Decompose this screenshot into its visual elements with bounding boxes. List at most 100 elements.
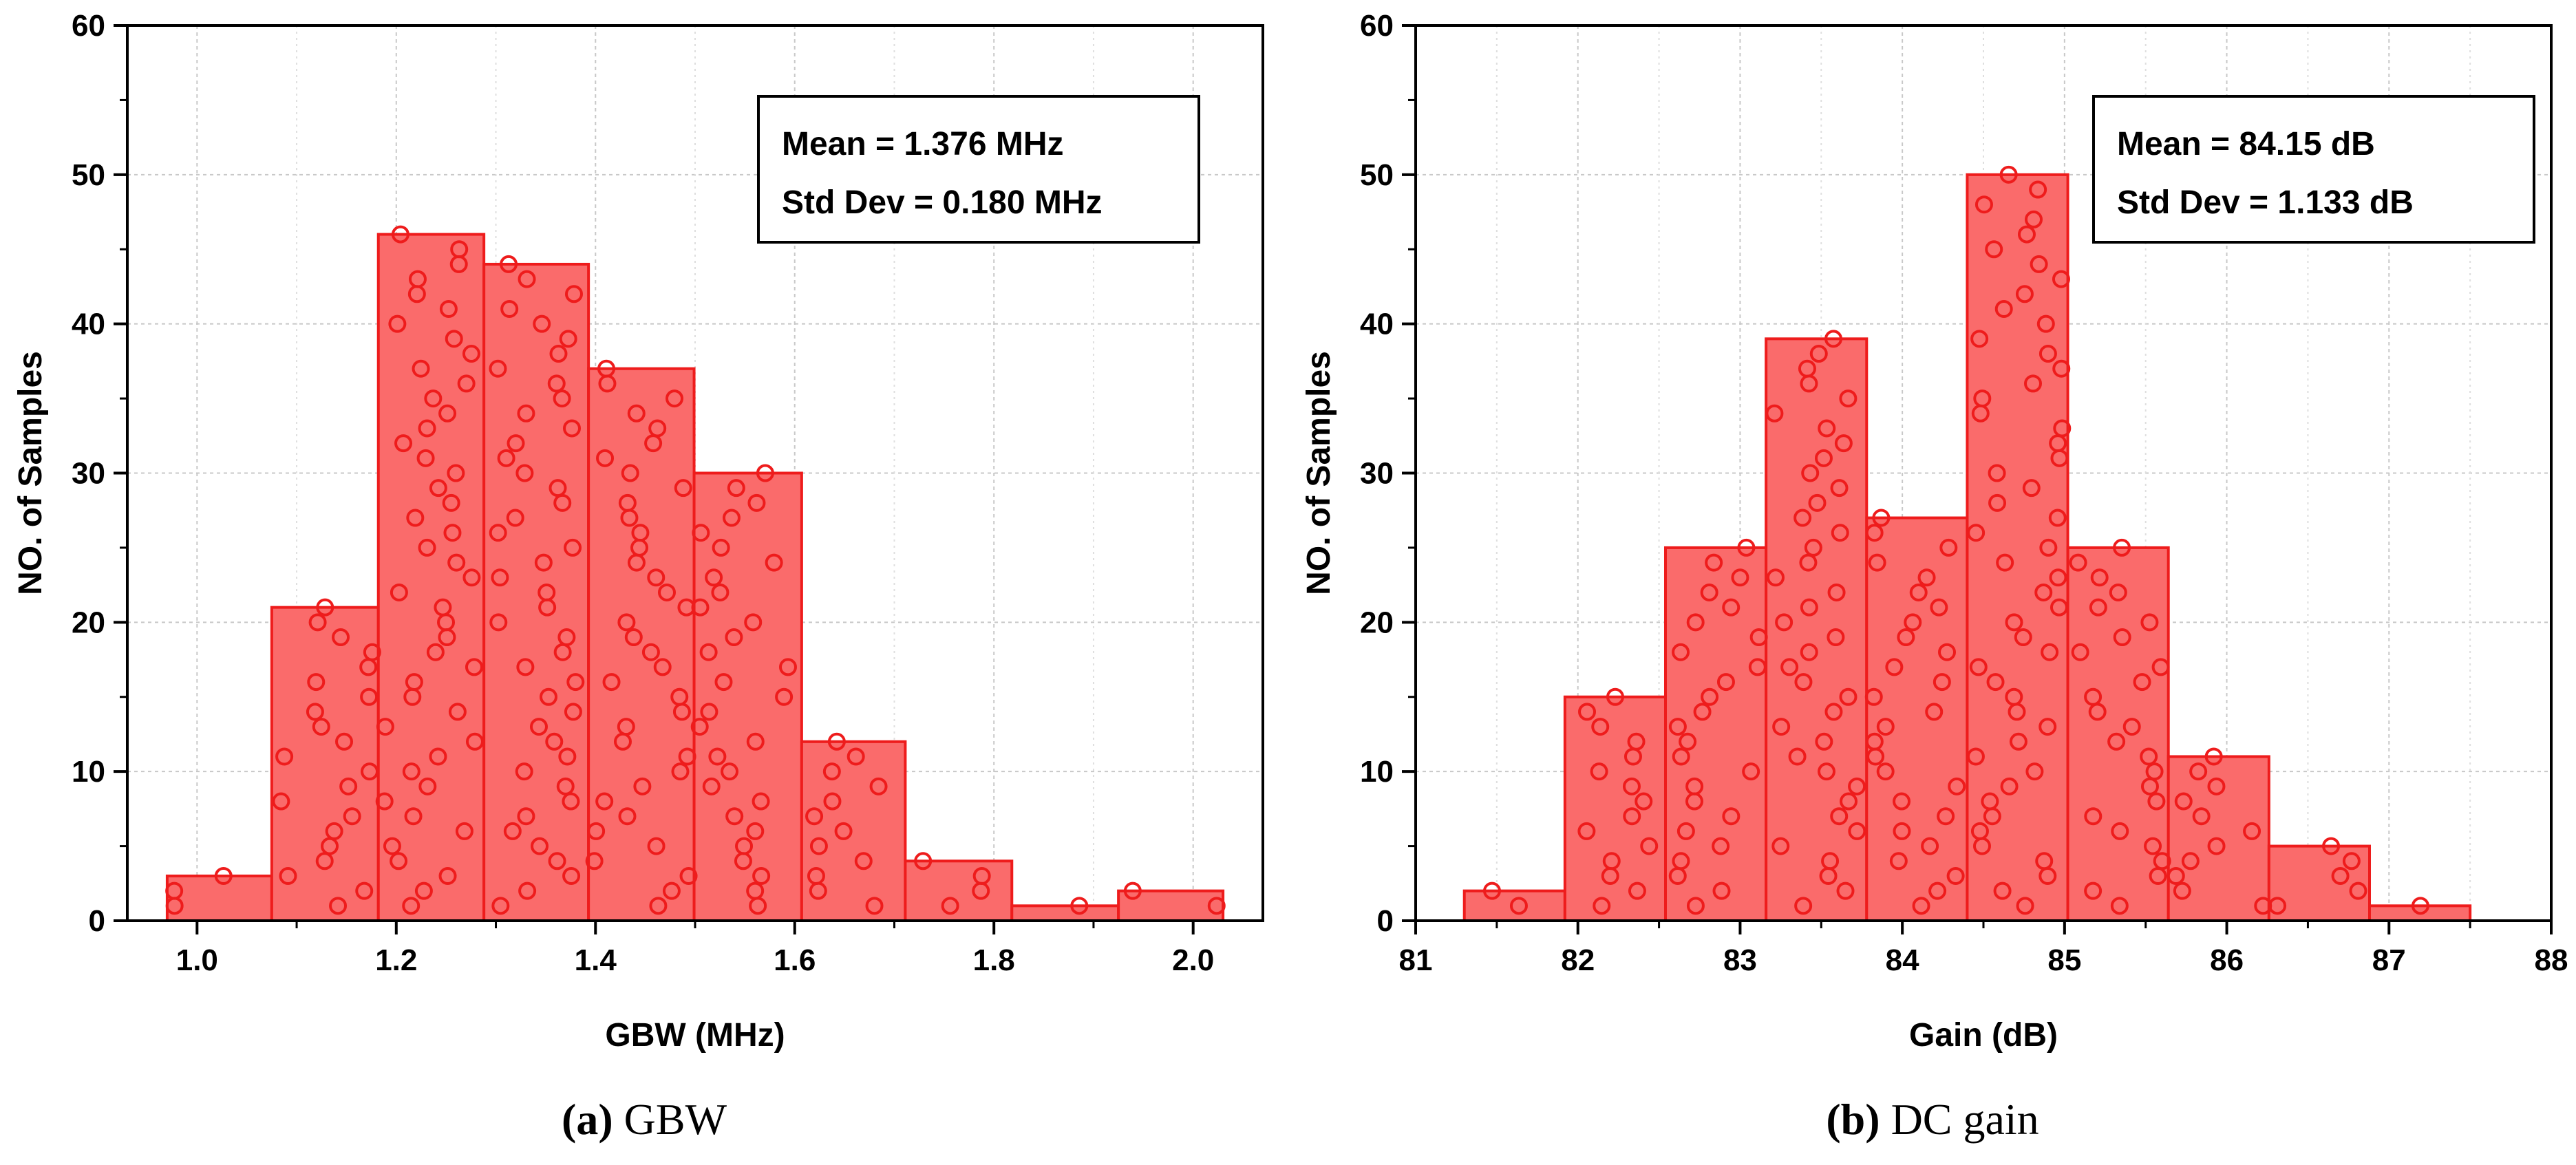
sample-marker (1749, 628, 1768, 647)
sample-marker (752, 866, 771, 885)
sample-marker (404, 807, 423, 826)
sample-marker (376, 718, 394, 736)
sample-marker (1800, 643, 1818, 661)
sample-marker (1897, 628, 1915, 647)
sample-marker (705, 568, 723, 587)
sample-marker (1771, 837, 1790, 855)
sample-marker (2167, 866, 2185, 885)
histogram-bar (2066, 546, 2170, 922)
sample-marker (506, 509, 524, 527)
sample-marker (809, 837, 828, 855)
sample-marker (1070, 897, 1089, 915)
y-tick-label: 0 (1377, 904, 1394, 938)
sample-marker (1939, 538, 1958, 557)
sample-marker (2017, 225, 2036, 244)
stats-mean-text: Mean = 1.376 MHz (782, 126, 1064, 162)
sample-marker (1593, 897, 1611, 915)
sample-marker (2052, 359, 2071, 378)
sample-marker (725, 628, 743, 647)
sample-marker (414, 881, 433, 900)
sample-marker (553, 389, 571, 408)
sample-marker (822, 762, 841, 781)
sample-marker (621, 464, 639, 482)
sample-marker (699, 643, 718, 661)
sample-marker (545, 732, 564, 751)
sample-marker (438, 404, 457, 423)
histogram-bar (1010, 904, 1120, 922)
x-axis-title: Gain (dB) (1909, 1017, 2058, 1054)
sample-marker (448, 703, 467, 721)
sample-marker (1974, 195, 1993, 214)
gbw-histogram-chart: 1.0 1.2 1.4 1.6 1.8 2.0 0 10 20 30 40 50 60 GBW (MHz)… (12, 9, 1264, 1054)
sample-marker (617, 718, 635, 736)
sample-marker (1672, 852, 1690, 870)
sample-marker (1999, 165, 2018, 184)
sample-marker (1864, 687, 1883, 706)
sample-marker (1712, 837, 1730, 855)
sample-marker (653, 658, 672, 676)
sample-marker (827, 732, 846, 751)
sample-marker (597, 359, 616, 378)
sample-marker (412, 359, 430, 378)
sample-marker (1207, 897, 1226, 915)
caption-a-letter: (a) (562, 1095, 613, 1144)
sample-marker (670, 687, 689, 706)
sample-marker (618, 493, 637, 512)
sample-marker (725, 807, 744, 826)
sample-marker (1685, 777, 1704, 795)
histogram-bar (1966, 173, 2069, 922)
sample-marker (2181, 852, 2200, 870)
caption-b-letter: (b) (1826, 1095, 1880, 1144)
sample-marker (869, 777, 888, 795)
sample-marker (2034, 583, 2053, 601)
sample-marker (339, 777, 358, 795)
sample-marker (1893, 792, 1911, 811)
sample-marker (426, 643, 445, 661)
x-tick-label: 83 (1723, 943, 1757, 977)
sample-marker (657, 583, 676, 601)
sample-marker (465, 732, 484, 751)
sample-marker (1981, 792, 1999, 811)
sample-marker (1889, 852, 1908, 870)
sample-marker (549, 479, 567, 498)
sample-marker (418, 419, 436, 438)
sample-marker (491, 897, 510, 915)
sample-marker (2005, 687, 2023, 706)
sample-marker (1622, 777, 1641, 795)
sample-marker (1872, 509, 1891, 527)
sample-marker (1993, 881, 2012, 900)
sample-marker (1946, 866, 1965, 885)
sample-marker (1970, 330, 1989, 348)
sample-marker (517, 404, 535, 423)
sample-marker (1640, 837, 1659, 855)
stats-stddev-text: Std Dev = 0.180 MHz (782, 184, 1103, 221)
sample-marker (1988, 464, 2006, 482)
y-axis-title: NO. of Samples (1301, 351, 1337, 595)
sample-marker (355, 881, 374, 900)
sample-marker (1948, 777, 1966, 795)
sample-marker (1705, 553, 1723, 572)
x-tick-label: 88 (2535, 943, 2568, 977)
x-tick-label: 82 (1561, 943, 1595, 977)
sample-marker (306, 703, 324, 721)
sample-marker (1815, 732, 1833, 751)
sample-marker (2207, 777, 2226, 795)
sample-marker (1794, 897, 1813, 915)
sample-marker (1830, 807, 1849, 826)
sample-marker (564, 703, 582, 721)
sample-marker (1865, 524, 1884, 542)
sample-marker (564, 285, 583, 303)
sample-marker (2268, 897, 2287, 915)
sample-marker (1827, 583, 1846, 601)
y-tick-label: 60 (72, 9, 105, 43)
sample-marker (712, 538, 730, 557)
sample-marker (1986, 673, 2005, 692)
y-tick-label: 30 (1360, 457, 1394, 491)
sample-marker (662, 881, 681, 900)
sample-marker (1686, 897, 1705, 915)
sample-marker (2342, 852, 2361, 870)
sample-marker (1909, 583, 1928, 601)
sample-marker (746, 822, 765, 840)
sample-marker (807, 866, 825, 885)
sample-marker (2411, 897, 2429, 915)
